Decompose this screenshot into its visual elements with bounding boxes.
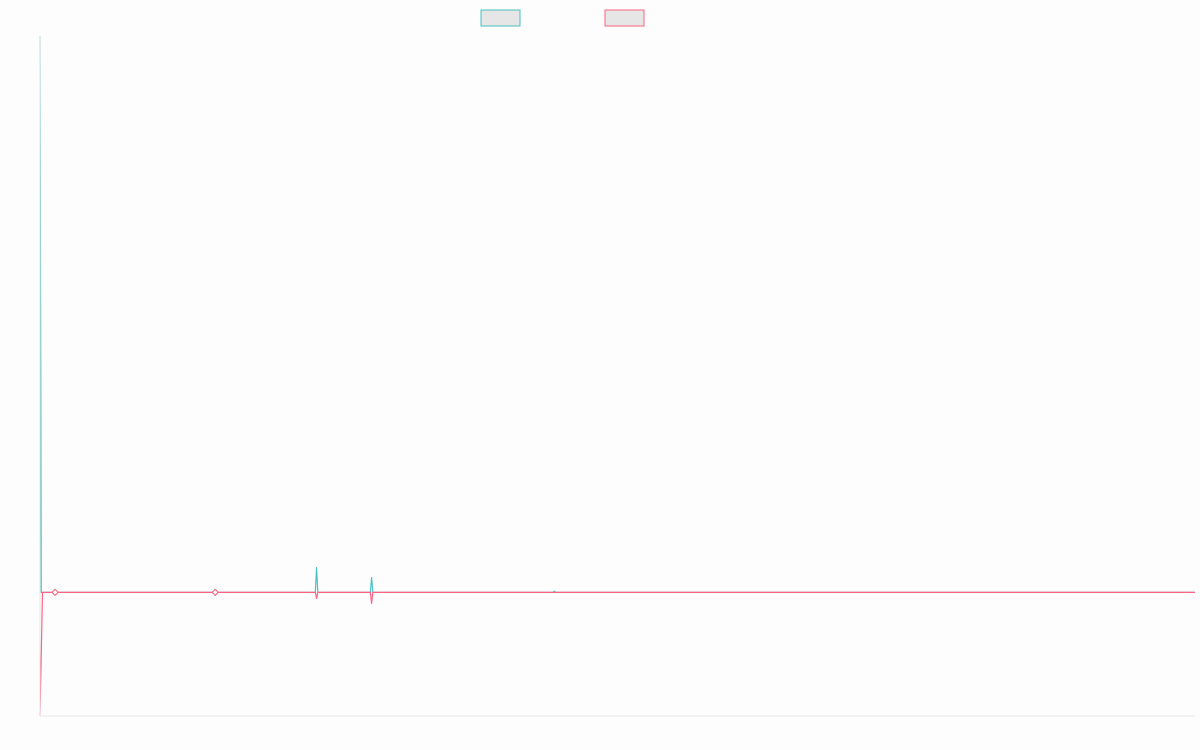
series-2-point-1[interactable] (51, 588, 59, 597)
series-2-point-2[interactable] (211, 588, 219, 597)
chart-axes (39, 36, 1195, 717)
legend-item-series-2[interactable] (604, 9, 645, 27)
series-1-line (39, 35, 1195, 593)
legend-item-series-1[interactable] (480, 9, 521, 27)
plot-area (39, 35, 1195, 717)
series-2-line (39, 591, 1195, 717)
chart-legend (480, 9, 645, 27)
